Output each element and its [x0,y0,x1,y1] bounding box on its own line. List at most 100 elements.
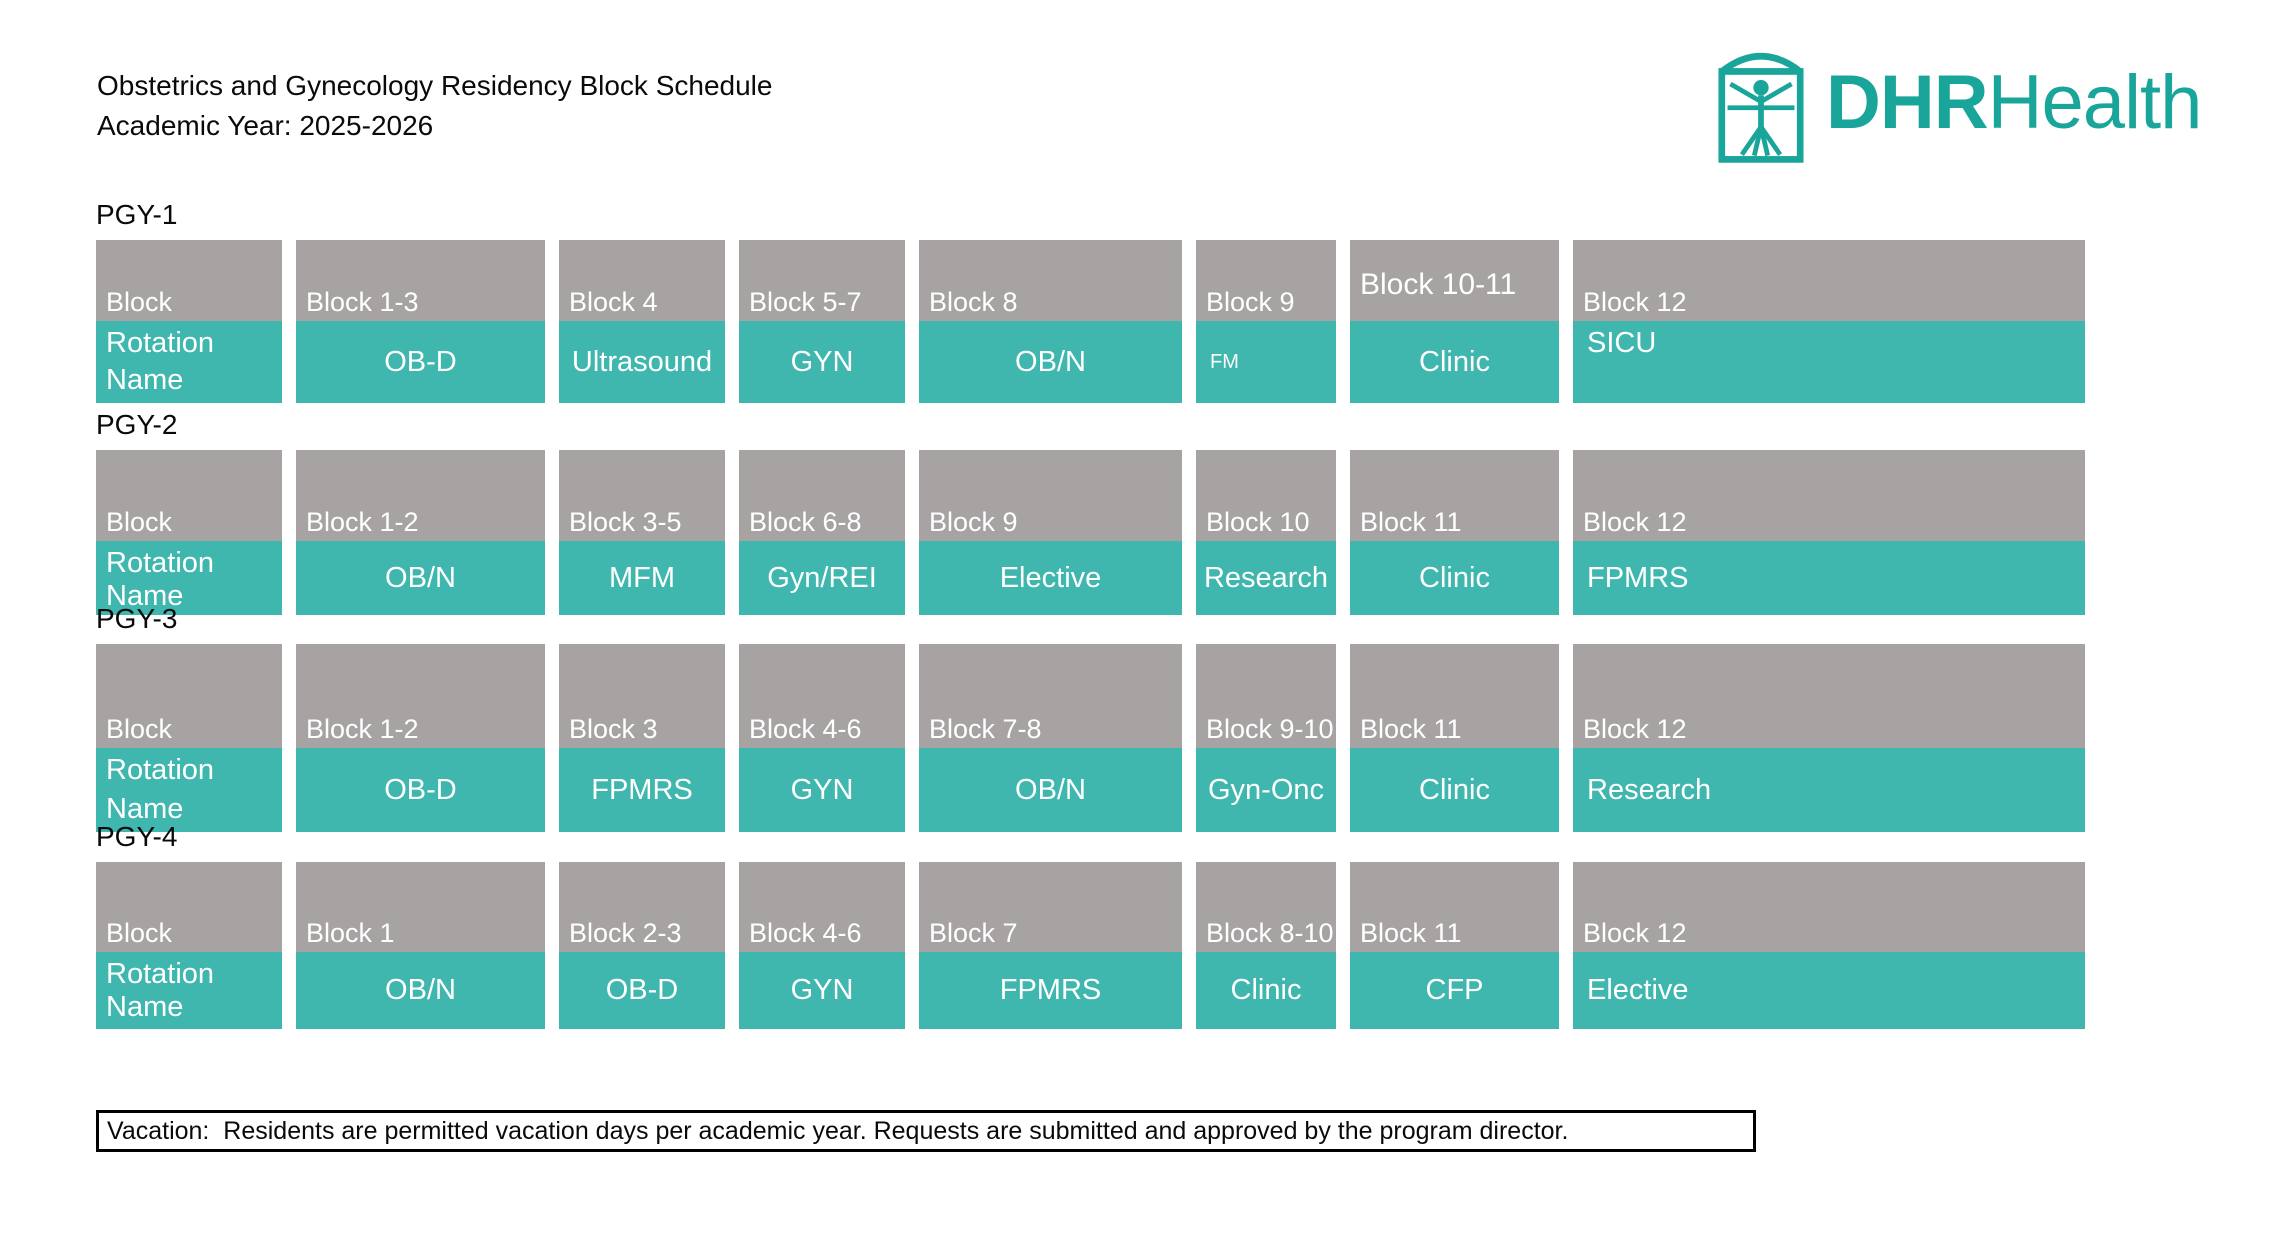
block-cell: Block 10-11 Clinic [1350,240,1559,403]
rotation-name: Research [1203,561,1329,594]
block-cell: Block 11 Clinic [1350,450,1559,615]
pgy-1-section: PGY-1 Block Rotation Name Block 1-3 OB-D… [96,198,2085,403]
rotation-name: FPMRS [1587,561,1689,594]
pgy-2-label: PGY-2 [96,409,178,440]
legend-cell: Block Rotation Name [96,644,282,832]
academic-year: Academic Year: 2025-2026 [97,110,434,141]
block-label: Block 1-2 [306,714,419,744]
rotation-name: OB-D [384,773,457,806]
block-label: Block 8 [929,287,1018,317]
pgy-3-row: Block Rotation Name Block 1-2 OB-D Block… [96,644,2085,832]
legend-block-label: Block [106,287,173,317]
legend-rotation-line2: Name [106,580,184,612]
rotation-name: OB/N [1015,773,1086,806]
block-label: Block 10 [1206,507,1310,537]
rotation-name: OB/N [385,561,456,594]
rotation-name: Clinic [1419,773,1490,806]
block-label: Block 12 [1583,507,1687,537]
block-label: Block 11 [1360,714,1462,744]
vitruvian-man-icon [1718,52,1804,163]
block-cell: Block 7-8 OB/N [919,644,1182,832]
block-cell: Block 8 OB/N [919,240,1182,403]
rotation-name: Gyn/REI [767,561,877,594]
rotation-name: FPMRS [999,974,1102,1006]
rotation-name: Gyn-Onc [1207,773,1325,806]
block-cell: Block 8-10 Clinic [1196,862,1336,1029]
block-cell: Block 12 Elective [1573,862,2085,1029]
rotation-name: GYN [790,773,854,806]
block-label: Block 10-11 [1360,268,1517,301]
rotation-name: GYN [790,345,854,378]
block-cell: Block 1-2 OB-D [296,644,545,832]
logo-text-dhr: DHR [1826,60,1989,145]
rotation-name: SICU [1587,327,1657,359]
block-label: Block 12 [1583,714,1687,744]
block-label: Block 7-8 [929,714,1042,744]
block-label: Block 4-6 [749,714,862,744]
logo-text-health: Health [1987,60,2203,145]
legend-block-label: Block [106,918,173,948]
block-cell: Block 1 OB/N [296,862,545,1029]
pgy-3-label: PGY-3 [96,603,178,634]
block-label: Block 9 [929,507,1018,537]
pgy-1-label: PGY-1 [96,199,178,230]
block-cell: Block 9 Elective [919,450,1182,615]
dhr-health-logo: DHRHealth [1712,38,2203,168]
legend-rotation-line2: Name [106,793,184,825]
block-cell: Block 9 FM [1196,240,1336,403]
block-label: Block 1-3 [306,287,419,317]
rotation-name: FM [1210,350,1239,373]
legend-cell: Block Rotation Name [96,862,282,1029]
block-label: Block 12 [1583,918,1687,948]
block-label: Block 6-8 [749,507,862,537]
rotation-name: GYN [790,974,854,1006]
block-label: Block 4-6 [749,918,862,948]
rotation-name: Elective [999,561,1102,594]
rotation-name: Clinic [1419,561,1490,594]
rotation-name: Elective [1587,974,1689,1006]
block-cell: Block 4 Ultrasound [559,240,725,403]
block-cell: Block 7 FPMRS [919,862,1182,1029]
rotation-name: Clinic [1230,974,1302,1006]
legend-rotation-line2: Name [106,991,184,1023]
document-title-block: Obstetrics and Gynecology Residency Bloc… [97,66,772,146]
pgy-2-row: Block Rotation Name Block 1-2 OB/N Block… [96,450,2085,615]
block-cell: Block 9-10 Gyn-Onc [1196,644,1336,832]
legend-cell: Block Rotation Name [96,240,282,403]
block-cell: Block 10 Research [1196,450,1336,615]
vacation-note-box: Vacation: Residents are permitted vacati… [96,1110,1756,1152]
legend-block-label: Block [106,507,173,537]
pgy-1-row: Block Rotation Name Block 1-3 OB-D Block… [96,240,2085,403]
rotation-name: MFM [608,561,676,594]
rotation-name: Clinic [1419,345,1490,378]
rotation-name: OB/N [385,974,456,1006]
block-label: Block 5-7 [749,287,862,317]
block-label: Block 9-10 [1206,714,1334,744]
block-label: Block 11 [1360,918,1462,948]
block-label: Block 1 [306,918,395,948]
rotation-name: OB-D [605,974,679,1006]
block-cell: Block 3-5 MFM [559,450,725,615]
block-label: Block 9 [1206,287,1295,317]
block-cell: Block 1-3 OB-D [296,240,545,403]
block-cell: Block 12 Research [1573,644,2085,832]
rotation-name: OB/N [1015,345,1086,378]
block-cell: Block 2-3 OB-D [559,862,725,1029]
legend-rotation-line2: Name [106,364,184,396]
block-cell: Block 12 SICU [1573,240,2085,403]
vacation-note: Vacation: Residents are permitted vacati… [107,1116,1569,1145]
block-cell: Block 5-7 GYN [739,240,905,403]
legend-block-header: Block [96,240,282,321]
block-label: Block 1-2 [306,507,419,537]
pgy-4-row: Block Rotation Name Block 1 OB/N Block 2… [96,862,2085,1029]
block-label: Block 11 [1360,507,1462,537]
legend-rotation-line1: Rotation [106,327,215,359]
legend-rotation-line1: Rotation [106,547,215,579]
block-cell: Block 4-6 GYN [739,862,905,1029]
page-title: Obstetrics and Gynecology Residency Bloc… [97,70,773,101]
legend-block-label: Block [106,714,173,744]
rotation-name: Research [1587,773,1712,806]
block-cell: Block 4-6 GYN [739,644,905,832]
legend-rotation-line1: Rotation [106,754,215,786]
block-cell: Block 6-8 Gyn/REI [739,450,905,615]
